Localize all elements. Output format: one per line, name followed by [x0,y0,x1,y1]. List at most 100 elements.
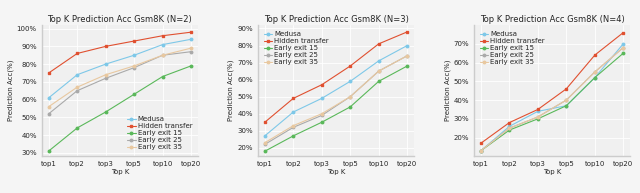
Line: Early exit 15: Early exit 15 [479,52,625,152]
Early exit 15 [477,150,484,152]
Medusa [506,125,513,128]
Line: Early exit 15: Early exit 15 [47,65,193,152]
Early exit 35 [159,54,166,56]
Early exit 15 [102,111,109,113]
Medusa [620,43,627,45]
Title: Top K Prediction Acc Gsm8K (N=2): Top K Prediction Acc Gsm8K (N=2) [47,15,192,24]
Hidden transfer [159,35,166,37]
Early exit 25 [102,77,109,80]
Medusa [188,38,195,41]
Early exit 15 [534,118,541,120]
Early exit 15 [318,121,326,123]
Hidden transfer [534,108,541,111]
Line: Hidden transfer: Hidden transfer [47,31,193,74]
Early exit 35 [45,106,52,108]
Early exit 25 [534,116,541,118]
Early exit 25 [45,113,52,115]
Medusa [318,97,326,100]
Early exit 25 [261,143,269,146]
Medusa [591,76,598,79]
Line: Early exit 35: Early exit 35 [479,46,625,152]
Early exit 15 [131,93,138,95]
Line: Hidden transfer: Hidden transfer [479,31,625,144]
Medusa [403,44,411,47]
Y-axis label: Prediction Acc(%): Prediction Acc(%) [228,60,234,121]
Early exit 35 [131,65,138,67]
Y-axis label: Prediction Acc(%): Prediction Acc(%) [7,60,14,121]
Early exit 35 [261,141,269,144]
Line: Medusa: Medusa [47,38,193,99]
Early exit 35 [591,71,598,73]
Medusa [563,105,570,107]
Hidden transfer [102,45,109,47]
Hidden transfer [477,142,484,144]
Line: Medusa: Medusa [479,43,625,152]
X-axis label: Top K: Top K [327,168,345,175]
Line: Early exit 15: Early exit 15 [264,65,408,152]
Hidden transfer [563,88,570,90]
Hidden transfer [318,84,326,86]
Medusa [131,54,138,56]
Hidden transfer [375,43,383,45]
Hidden transfer [620,31,627,34]
Early exit 35 [534,116,541,118]
Early exit 25 [346,96,354,98]
Hidden transfer [289,97,297,100]
Early exit 15 [563,105,570,107]
Hidden transfer [261,121,269,123]
Early exit 35 [620,47,627,49]
Early exit 25 [289,126,297,129]
Medusa [375,60,383,62]
Early exit 35 [188,47,195,49]
Early exit 25 [159,54,166,56]
Line: Early exit 25: Early exit 25 [479,46,625,152]
Hidden transfer [131,40,138,42]
Early exit 35 [506,127,513,129]
Line: Medusa: Medusa [264,44,408,137]
Early exit 35 [375,70,383,72]
Early exit 25 [188,51,195,53]
Early exit 25 [506,127,513,129]
Hidden transfer [188,31,195,33]
Early exit 35 [318,113,326,115]
Early exit 25 [620,47,627,49]
Hidden transfer [506,121,513,124]
Medusa [289,111,297,113]
Early exit 35 [74,86,81,88]
Line: Early exit 25: Early exit 25 [47,50,193,115]
Title: Top K Prediction Acc Gsm8K (N=4): Top K Prediction Acc Gsm8K (N=4) [480,15,625,24]
Early exit 25 [403,55,411,57]
Early exit 15 [159,75,166,78]
Early exit 25 [563,99,570,101]
Early exit 15 [375,80,383,82]
Early exit 35 [102,74,109,76]
Hidden transfer [45,72,52,74]
Early exit 15 [289,135,297,137]
Early exit 15 [346,106,354,108]
Hidden transfer [403,31,411,33]
Early exit 35 [403,55,411,57]
Early exit 15 [506,129,513,131]
Early exit 25 [318,114,326,117]
X-axis label: Top K: Top K [543,168,561,175]
Legend: Medusa, Hidden transfer, Early exit 15, Early exit 25, Early exit 35: Medusa, Hidden transfer, Early exit 15, … [261,29,331,68]
Early exit 15 [45,150,52,152]
Medusa [477,150,484,152]
Early exit 35 [346,96,354,98]
Medusa [45,97,52,99]
Early exit 15 [591,76,598,79]
Early exit 25 [477,150,484,152]
Medusa [261,135,269,137]
Hidden transfer [591,54,598,56]
Y-axis label: Prediction Acc(%): Prediction Acc(%) [444,60,451,121]
Medusa [74,74,81,76]
Early exit 25 [591,71,598,73]
Early exit 25 [375,70,383,72]
X-axis label: Top K: Top K [111,168,129,175]
Early exit 15 [261,150,269,152]
Hidden transfer [74,52,81,55]
Legend: Medusa, Hidden transfer, Early exit 15, Early exit 25, Early exit 35: Medusa, Hidden transfer, Early exit 15, … [477,29,547,68]
Early exit 15 [403,65,411,67]
Medusa [159,43,166,46]
Line: Early exit 35: Early exit 35 [264,54,408,144]
